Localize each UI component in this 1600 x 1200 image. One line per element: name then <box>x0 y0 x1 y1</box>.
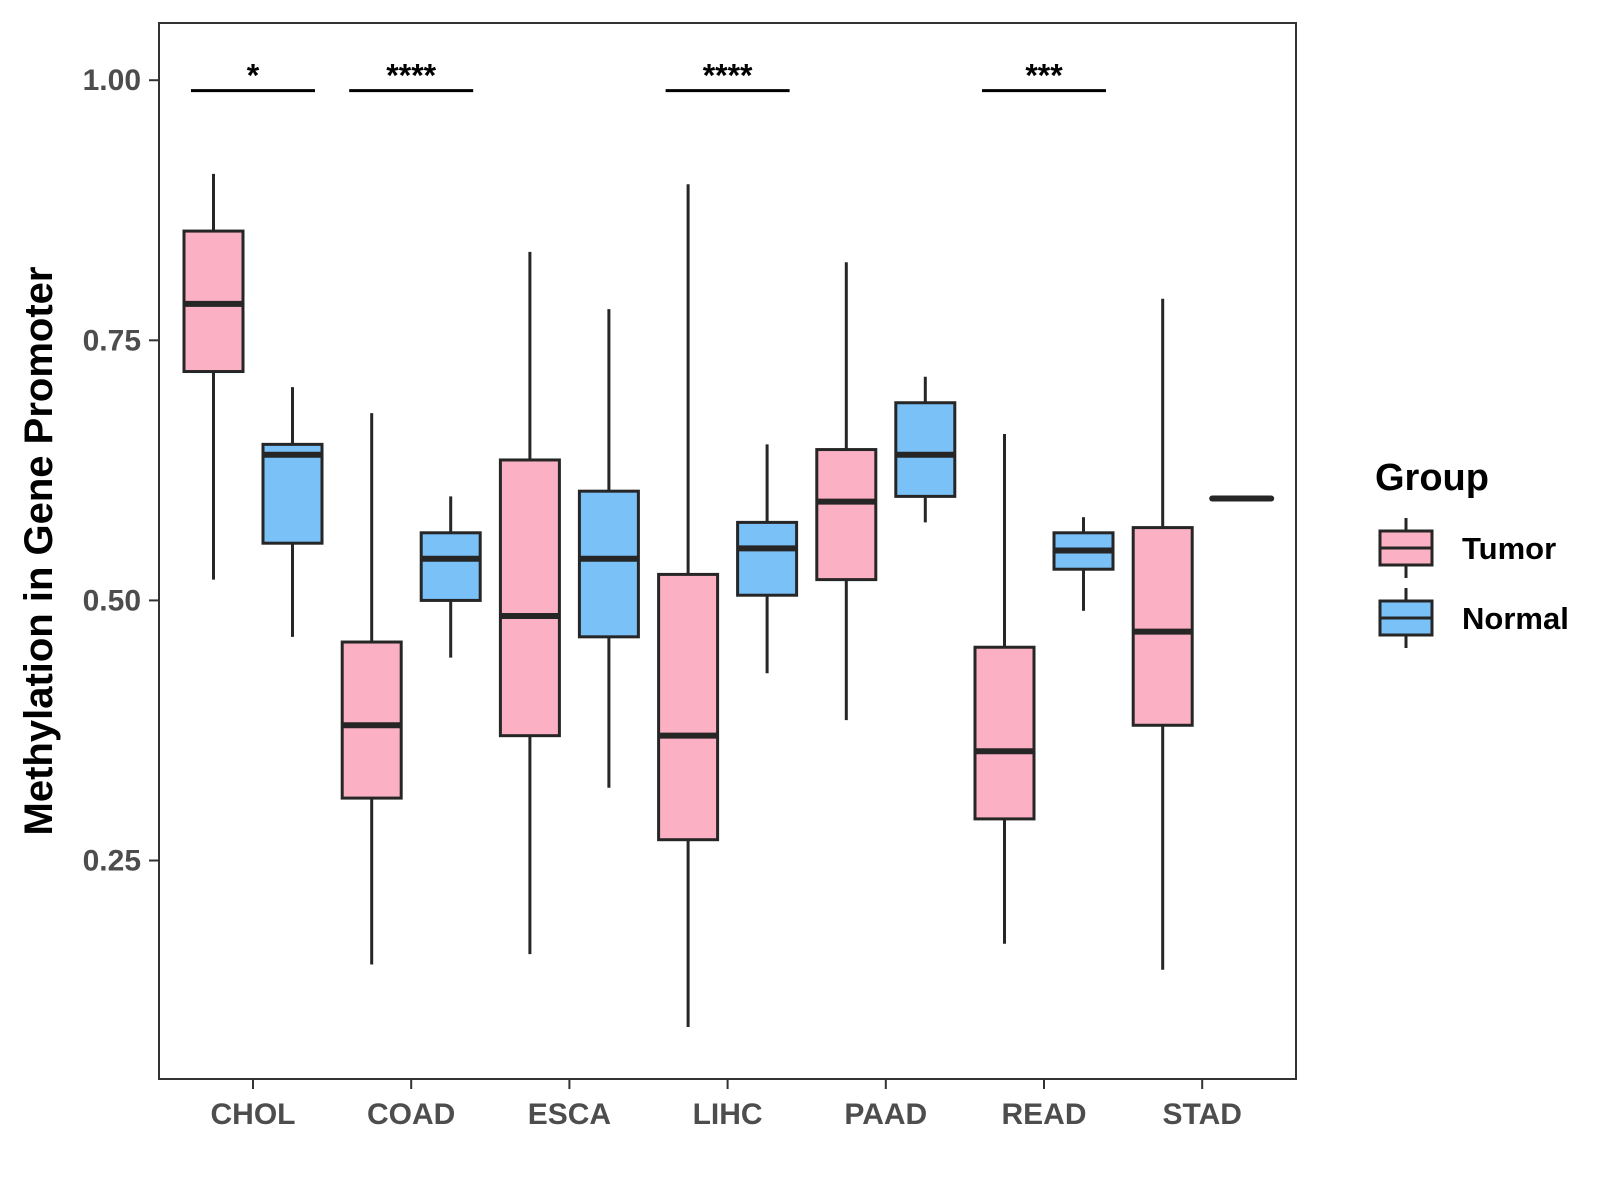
iqr-box <box>894 401 957 498</box>
box-normal-lihc <box>736 444 799 674</box>
x-tick-label: READ <box>1001 1098 1086 1131</box>
legend-key-normal <box>1378 588 1434 648</box>
iqr-box <box>498 458 561 738</box>
iqr-box <box>577 489 640 639</box>
box-normal-paad <box>894 376 957 523</box>
box-tumor-esca <box>498 251 561 955</box>
box-normal-chol <box>261 387 324 637</box>
y-tick-label: 0.75 <box>83 324 141 357</box>
significance-label: * <box>247 58 260 94</box>
significance-annotations: * **** **** *** <box>191 58 1106 94</box>
iqr-box <box>340 640 403 800</box>
x-tick-label: COAD <box>367 1098 455 1131</box>
box-tumor-coad <box>340 413 403 965</box>
legend: Group Tumor Normal <box>1375 457 1569 648</box>
iqr-box <box>815 448 878 582</box>
x-tick-label: ESCA <box>528 1098 611 1131</box>
x-tick-label: LIHC <box>693 1098 763 1131</box>
axes: 0.25 0.50 0.75 1.00 CHOL COAD ESCA LIHC PAAD READ… <box>83 64 1242 1131</box>
box-tumor-lihc <box>657 184 720 1027</box>
y-tick-label: 0.25 <box>83 845 141 878</box>
iqr-box <box>973 645 1036 821</box>
significance-label: *** <box>1025 58 1063 94</box>
iqr-box <box>261 442 324 545</box>
box-tumor-paad <box>815 262 878 721</box>
iqr-box <box>419 531 482 602</box>
y-axis-label: Methylation in Gene Promoter <box>17 267 61 836</box>
significance-label: **** <box>386 58 436 94</box>
box-normal-coad <box>419 496 482 658</box>
y-tick-label: 1.00 <box>83 64 141 97</box>
x-tick-label: CHOL <box>211 1098 296 1131</box>
boxes-layer <box>182 173 1275 1027</box>
y-tick-label: 0.50 <box>83 584 141 617</box>
x-tick-label: PAAD <box>844 1098 927 1131</box>
iqr-box <box>736 520 799 597</box>
legend-title: Group <box>1375 457 1489 499</box>
significance-label: **** <box>703 58 753 94</box>
iqr-box <box>657 572 720 842</box>
legend-label-tumor: Tumor <box>1462 531 1556 566</box>
box-tumor-read <box>973 433 1036 944</box>
box-tumor-stad <box>1131 298 1194 970</box>
iqr-box <box>1131 526 1194 727</box>
box-normal-read <box>1052 517 1115 611</box>
x-tick-label: STAD <box>1162 1098 1241 1131</box>
legend-label-normal: Normal <box>1462 601 1569 636</box>
box-tumor-chol <box>182 173 245 580</box>
legend-key-tumor <box>1378 518 1434 578</box>
box-normal-esca <box>577 309 640 788</box>
